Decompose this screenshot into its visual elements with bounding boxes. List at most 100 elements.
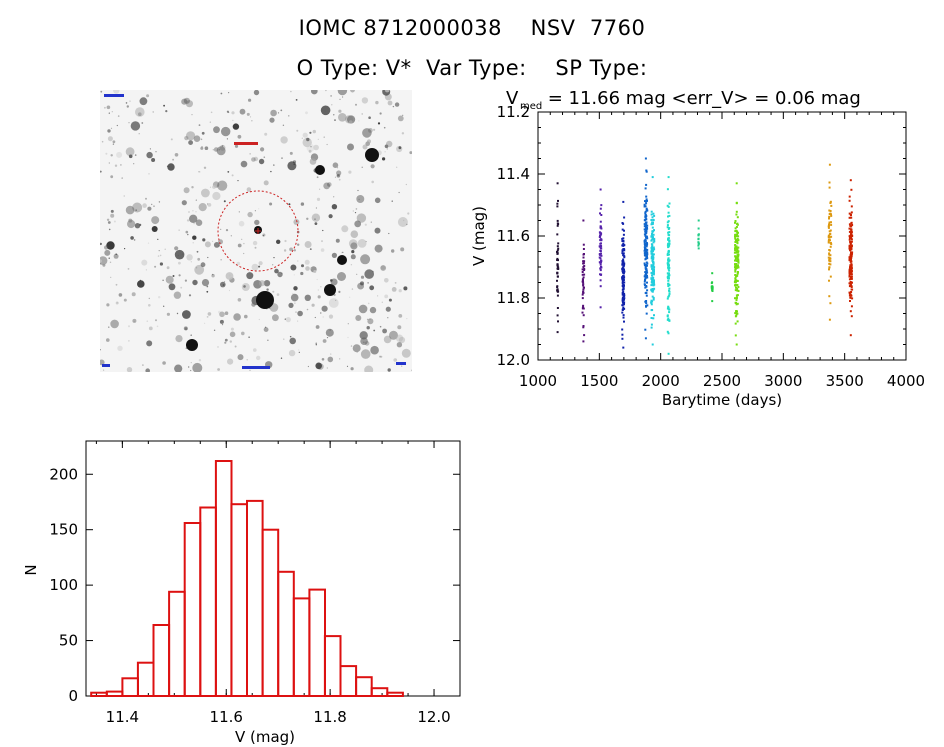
data-point <box>850 268 853 271</box>
data-point <box>623 248 626 251</box>
star <box>293 249 296 252</box>
data-point <box>652 256 655 259</box>
star <box>237 354 244 361</box>
star <box>137 280 145 288</box>
data-point <box>828 213 831 215</box>
data-point <box>736 284 739 286</box>
star <box>296 129 299 132</box>
data-point <box>622 260 625 263</box>
histogram-bar <box>370 687 389 698</box>
data-point <box>735 245 738 248</box>
star <box>280 136 288 144</box>
data-point <box>645 231 648 234</box>
star <box>163 104 165 107</box>
data-point <box>651 295 654 298</box>
data-point <box>736 240 739 242</box>
star <box>112 143 115 145</box>
star <box>198 203 207 212</box>
star <box>355 103 357 106</box>
star <box>244 314 248 319</box>
data-point <box>827 256 830 259</box>
star <box>178 274 181 277</box>
data-point <box>599 245 602 248</box>
data-point <box>850 268 852 271</box>
data-point <box>599 250 602 253</box>
data-point <box>667 279 670 282</box>
data-point <box>556 249 559 252</box>
data-point <box>643 203 646 206</box>
data-point <box>650 278 653 280</box>
star <box>402 114 404 116</box>
data-point <box>734 244 737 246</box>
star <box>280 357 283 359</box>
star <box>148 304 151 307</box>
data-point <box>643 239 646 242</box>
data-point <box>598 236 601 238</box>
data-point <box>828 221 831 224</box>
data-point <box>667 250 670 253</box>
data-point <box>848 278 851 281</box>
star <box>367 139 371 144</box>
star <box>174 246 179 251</box>
data-point <box>735 263 738 265</box>
data-point <box>621 222 624 224</box>
histogram-bar <box>308 588 326 697</box>
star <box>229 340 232 343</box>
star <box>100 90 103 93</box>
star <box>297 310 303 317</box>
star <box>188 366 190 368</box>
data-point <box>737 239 740 242</box>
data-point <box>736 288 739 290</box>
data-point <box>644 187 647 190</box>
star <box>213 126 220 134</box>
data-point <box>848 244 851 247</box>
data-point <box>735 247 738 250</box>
data-point <box>621 282 624 285</box>
data-point <box>643 228 646 231</box>
data-point <box>644 216 647 219</box>
data-point <box>599 247 602 250</box>
star <box>316 176 319 179</box>
star <box>304 294 311 301</box>
star <box>189 214 198 223</box>
data-point <box>850 263 853 266</box>
data-point <box>829 260 832 263</box>
data-point <box>651 223 654 225</box>
data-point <box>735 234 738 236</box>
data-point <box>645 270 648 273</box>
data-point <box>599 267 602 270</box>
star <box>185 100 193 108</box>
data-point <box>735 267 738 270</box>
star <box>117 115 120 117</box>
data-point <box>621 267 624 270</box>
data-point <box>735 251 738 254</box>
data-point <box>599 269 602 272</box>
data-point <box>734 281 737 283</box>
data-point <box>667 306 670 309</box>
star <box>297 260 299 262</box>
star <box>186 131 196 141</box>
data-point <box>557 259 559 262</box>
data-point <box>667 243 670 246</box>
data-point <box>735 201 738 204</box>
data-point <box>622 286 625 289</box>
star <box>382 328 387 334</box>
data-point <box>733 251 736 254</box>
data-point <box>622 314 625 317</box>
data-point <box>667 246 670 249</box>
data-point <box>668 253 670 256</box>
star <box>294 302 296 304</box>
star <box>401 132 405 135</box>
data-point <box>849 241 852 244</box>
star <box>350 242 358 250</box>
star <box>195 199 197 201</box>
data-point <box>622 254 625 257</box>
data-point <box>622 297 625 300</box>
star <box>277 271 283 278</box>
star <box>131 292 136 297</box>
finder-label-mark <box>242 366 270 369</box>
data-point <box>652 246 655 249</box>
data-point <box>735 239 738 241</box>
star <box>124 248 126 250</box>
star <box>377 122 381 125</box>
